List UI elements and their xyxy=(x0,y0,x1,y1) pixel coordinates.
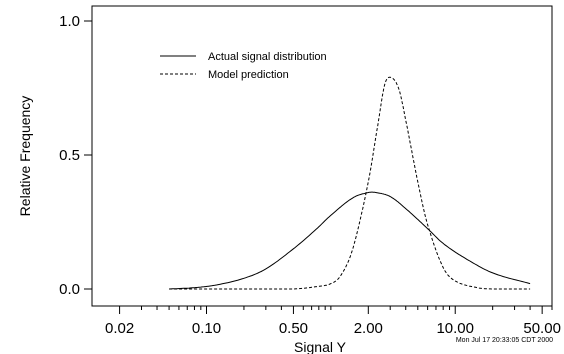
x-axis-title: Signal Y xyxy=(294,339,347,354)
series-layer xyxy=(169,76,531,290)
x-tick-label: 0.02 xyxy=(105,320,134,337)
x-axis: 0.02 0.10 0.50 2.00 10.00 50.00 xyxy=(105,306,561,337)
y-axis-title: Relative Frequency xyxy=(17,96,33,217)
y-tick-label: 1.0 xyxy=(59,13,80,30)
x-tick-label: 10.00 xyxy=(436,320,474,337)
plot-frame xyxy=(91,5,553,307)
timestamp: Mon Jul 17 20:33:05 CDT 2000 xyxy=(456,337,553,344)
x-tick-label: 0.10 xyxy=(192,320,221,337)
x-tick-label: 2.00 xyxy=(354,320,383,337)
legend-label-model: Model prediction xyxy=(208,69,289,81)
legend-label-actual: Actual signal distribution xyxy=(208,51,327,63)
y-tick-label: 0.0 xyxy=(59,281,80,298)
series-model-line xyxy=(169,76,531,290)
series-actual-line xyxy=(169,191,531,290)
x-tick-label: 0.50 xyxy=(279,320,308,337)
y-axis: 0.0 0.5 1.0 xyxy=(59,13,92,298)
y-tick-label: 0.5 xyxy=(59,147,80,164)
x-tick-label: 50.00 xyxy=(523,320,561,337)
legend: Actual signal distribution Model predict… xyxy=(160,51,327,81)
